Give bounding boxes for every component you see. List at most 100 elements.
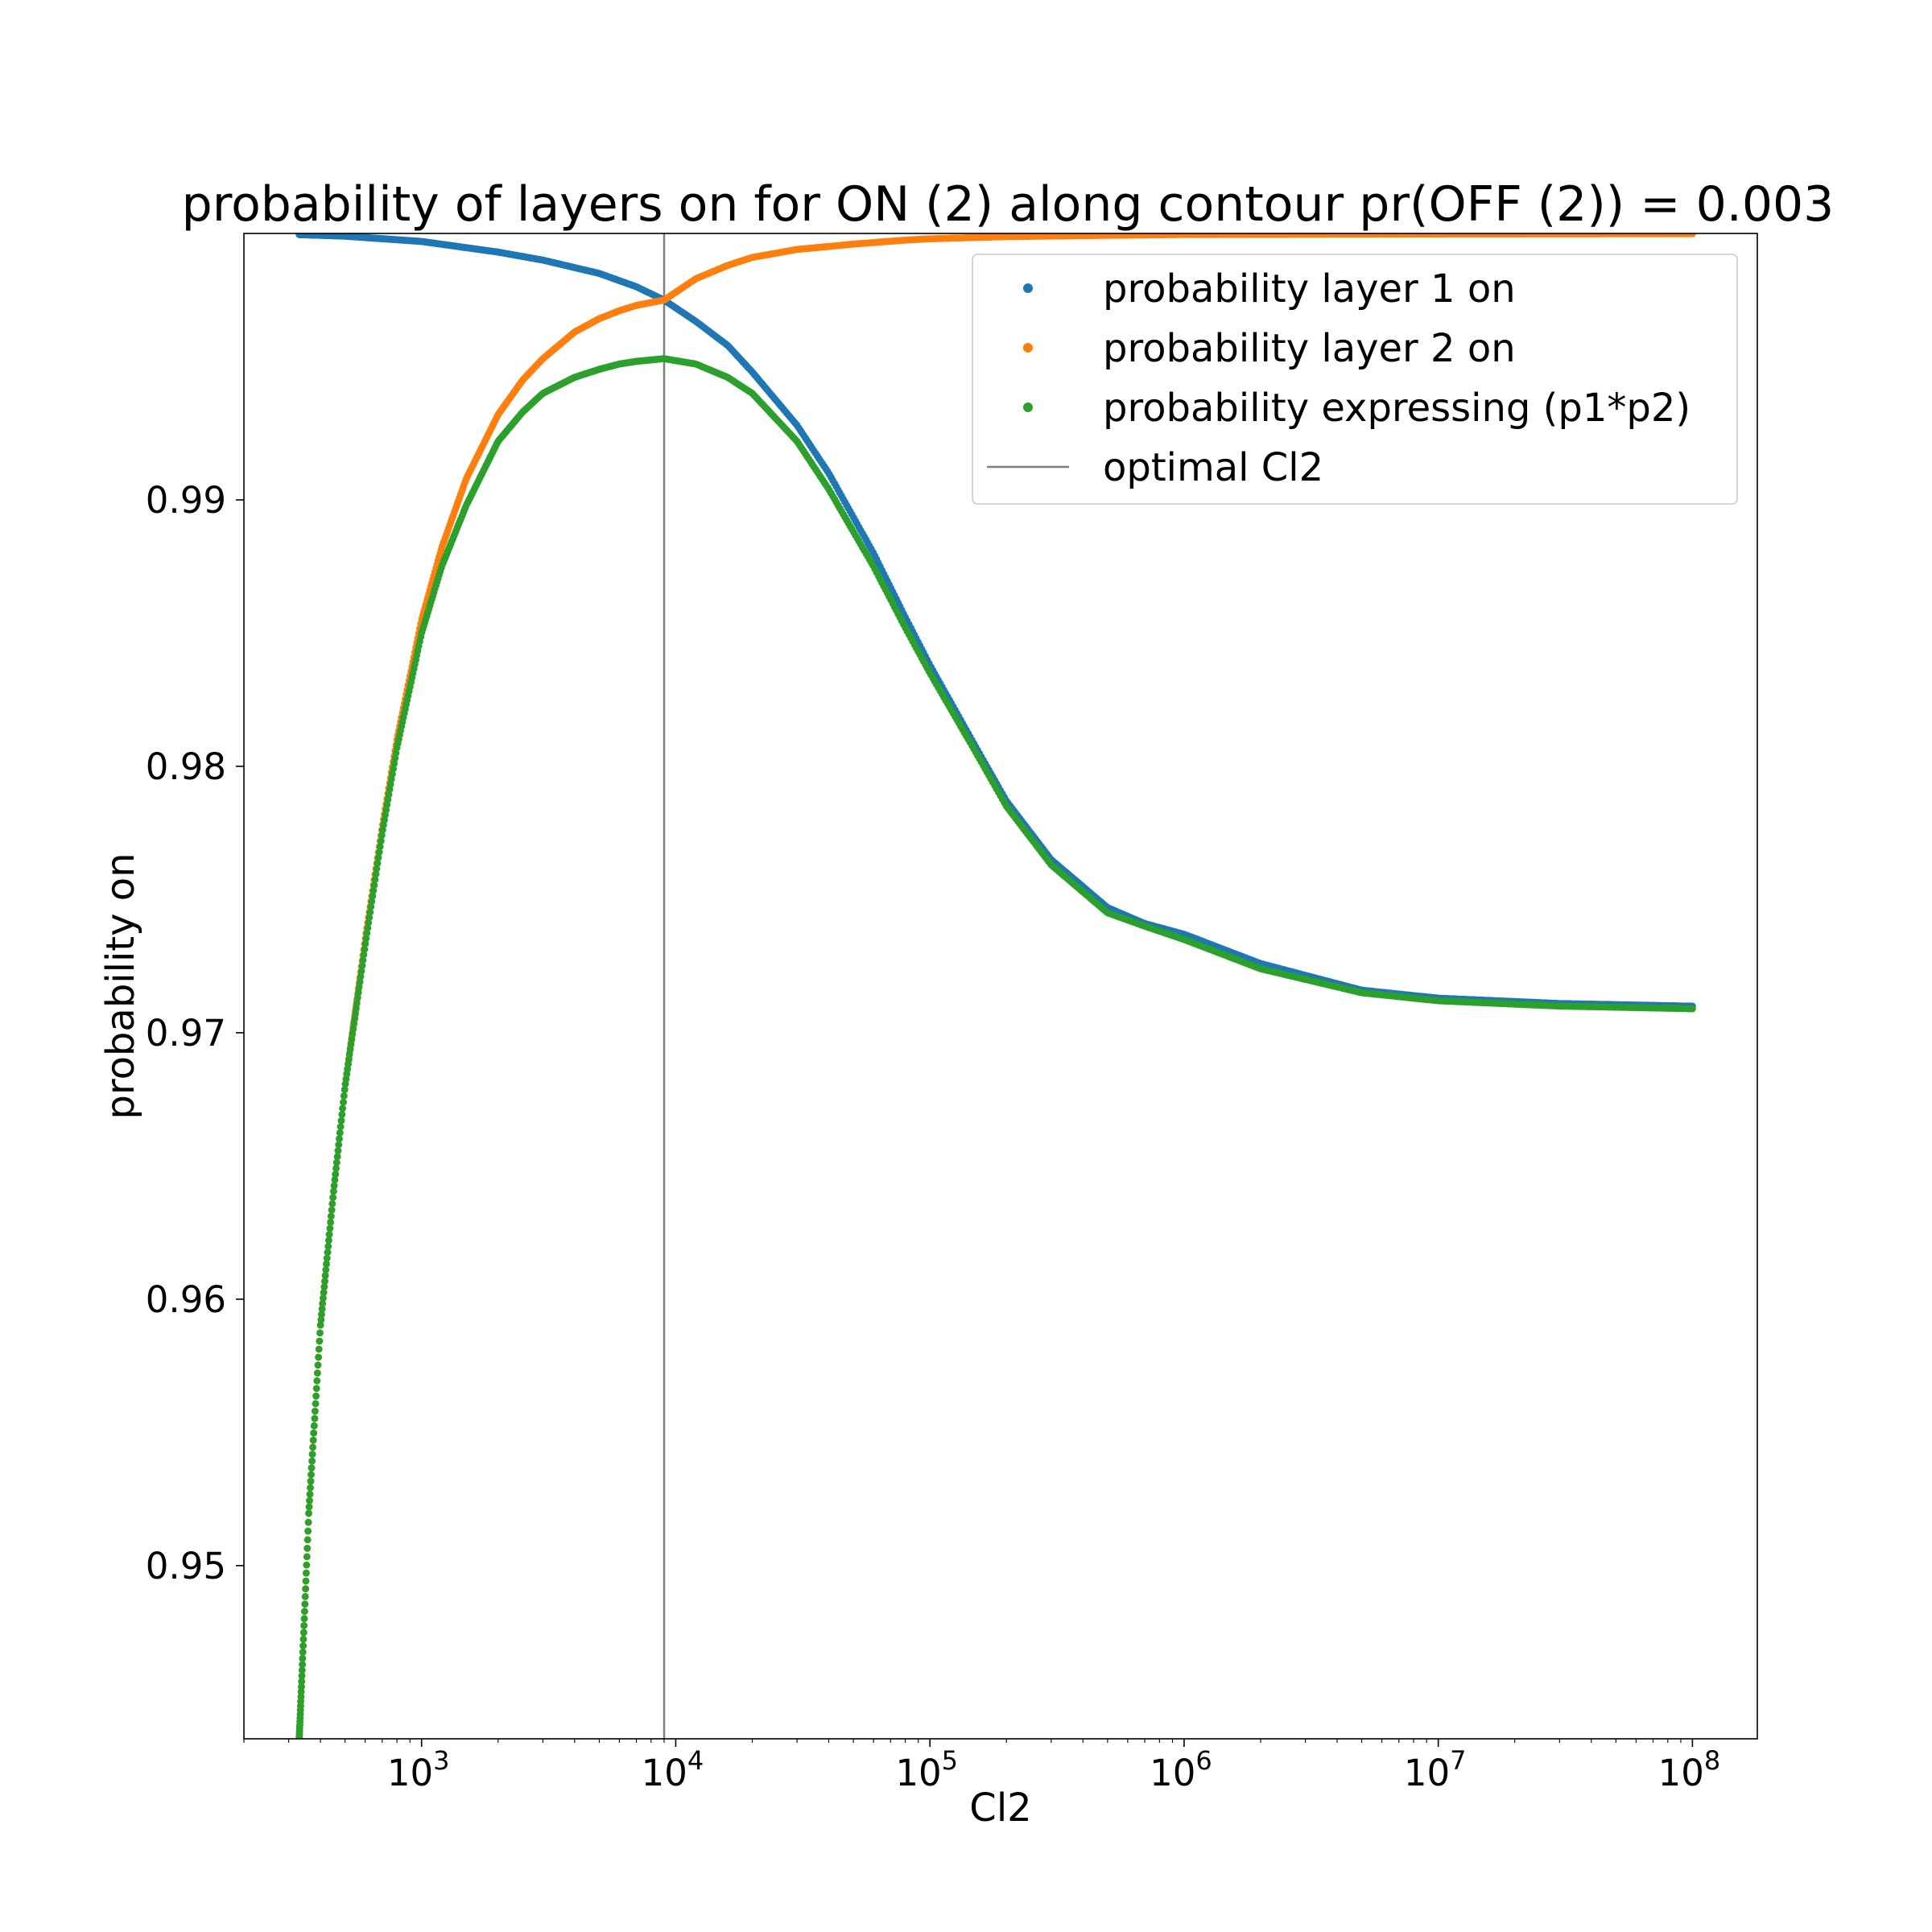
data-point [301,1592,309,1600]
data-point [360,951,368,959]
data-point [323,1260,330,1268]
data-point [376,843,384,850]
data-point [300,1615,308,1623]
x-axis-label: Cl2 [969,1785,1031,1831]
data-point [299,1635,308,1643]
data-point [371,876,379,884]
data-point [370,881,378,889]
data-point [374,854,382,861]
y-axis: 0.95 0.96 0.97 0.98 0.99 [146,479,244,1587]
y-tick-label: 0.97 [146,1012,226,1055]
data-point [335,1141,343,1149]
data-point [324,1249,332,1257]
data-point [320,1294,327,1302]
data-point [355,983,363,991]
data-point [307,1484,314,1492]
data-point [303,1553,311,1561]
data-point [390,760,398,767]
legend-label: probability expressing (p1*p2) [1103,386,1690,431]
data-point [378,832,386,839]
data-point [322,1266,330,1274]
x-tick-label: 108 [1658,1745,1721,1794]
data-point [365,914,374,922]
data-point [357,972,365,980]
data-point [351,1015,358,1022]
data-point [297,1688,305,1696]
data-point [298,1666,306,1674]
legend-item: optimal Cl2 [987,445,1323,490]
data-point [324,1242,332,1250]
data-point [369,887,378,894]
data-point [312,1385,320,1393]
data-point [310,1429,318,1437]
data-point [306,1496,313,1505]
series-layer [295,233,1696,1739]
data-point [299,1661,306,1669]
data-point [301,1608,308,1616]
data-point [302,1585,309,1593]
legend-item: probability layer 2 on [1023,326,1516,371]
data-point [308,1457,316,1465]
data-point [353,1005,360,1012]
data-point [391,754,399,762]
data-point [315,1345,323,1353]
data-point [327,1219,334,1226]
data-point [392,749,400,757]
data-point [336,1129,344,1137]
data-point [311,1414,319,1422]
data-point [328,1199,336,1208]
data-point [315,1353,322,1361]
data-point [1689,233,1696,237]
data-point [327,1212,335,1220]
data-point [312,1400,320,1408]
data-point [312,1407,319,1415]
data-point [329,1194,336,1201]
data-point [389,770,396,778]
data-point [304,1527,312,1535]
data-point [299,1648,307,1656]
data-point [303,1569,310,1577]
data-point [341,1086,349,1093]
data-point [365,919,373,927]
data-point [361,945,369,953]
data-point [316,1337,324,1345]
data-point [336,1123,345,1131]
data-point [373,865,381,873]
data-point [310,1422,318,1430]
data-point [333,1153,341,1161]
data-point [362,935,370,943]
data-point [363,930,371,937]
y-tick-label: 0.99 [146,479,226,522]
data-point [340,1098,347,1106]
chart-title: probability of layers on for ON (2) alon… [182,176,1835,233]
data-point [318,1305,326,1313]
data-point [303,1536,312,1544]
data-point [374,859,382,867]
data-point [309,1436,317,1444]
data-point [336,1135,343,1143]
data-point [308,1464,316,1472]
legend-item: probability layer 1 on [1023,266,1516,312]
data-point [340,1092,348,1100]
legend-label: probability layer 2 on [1103,326,1516,371]
data-point [357,967,365,975]
data-point [318,1311,325,1319]
data-point [320,1283,328,1290]
data-point [325,1236,332,1245]
data-point [326,1224,334,1232]
data-point [332,1170,340,1178]
data-point [354,989,362,997]
data-point [299,1629,308,1637]
data-point [375,848,383,856]
data-point [316,1321,324,1329]
data-point [308,1471,315,1479]
data-point [307,1477,315,1485]
data-point [331,1176,339,1184]
data-point [303,1561,311,1569]
data-point [309,1443,316,1451]
data-point [321,1278,328,1285]
legend-marker [1023,283,1033,293]
data-point [353,999,361,1007]
data-point [352,1009,359,1018]
